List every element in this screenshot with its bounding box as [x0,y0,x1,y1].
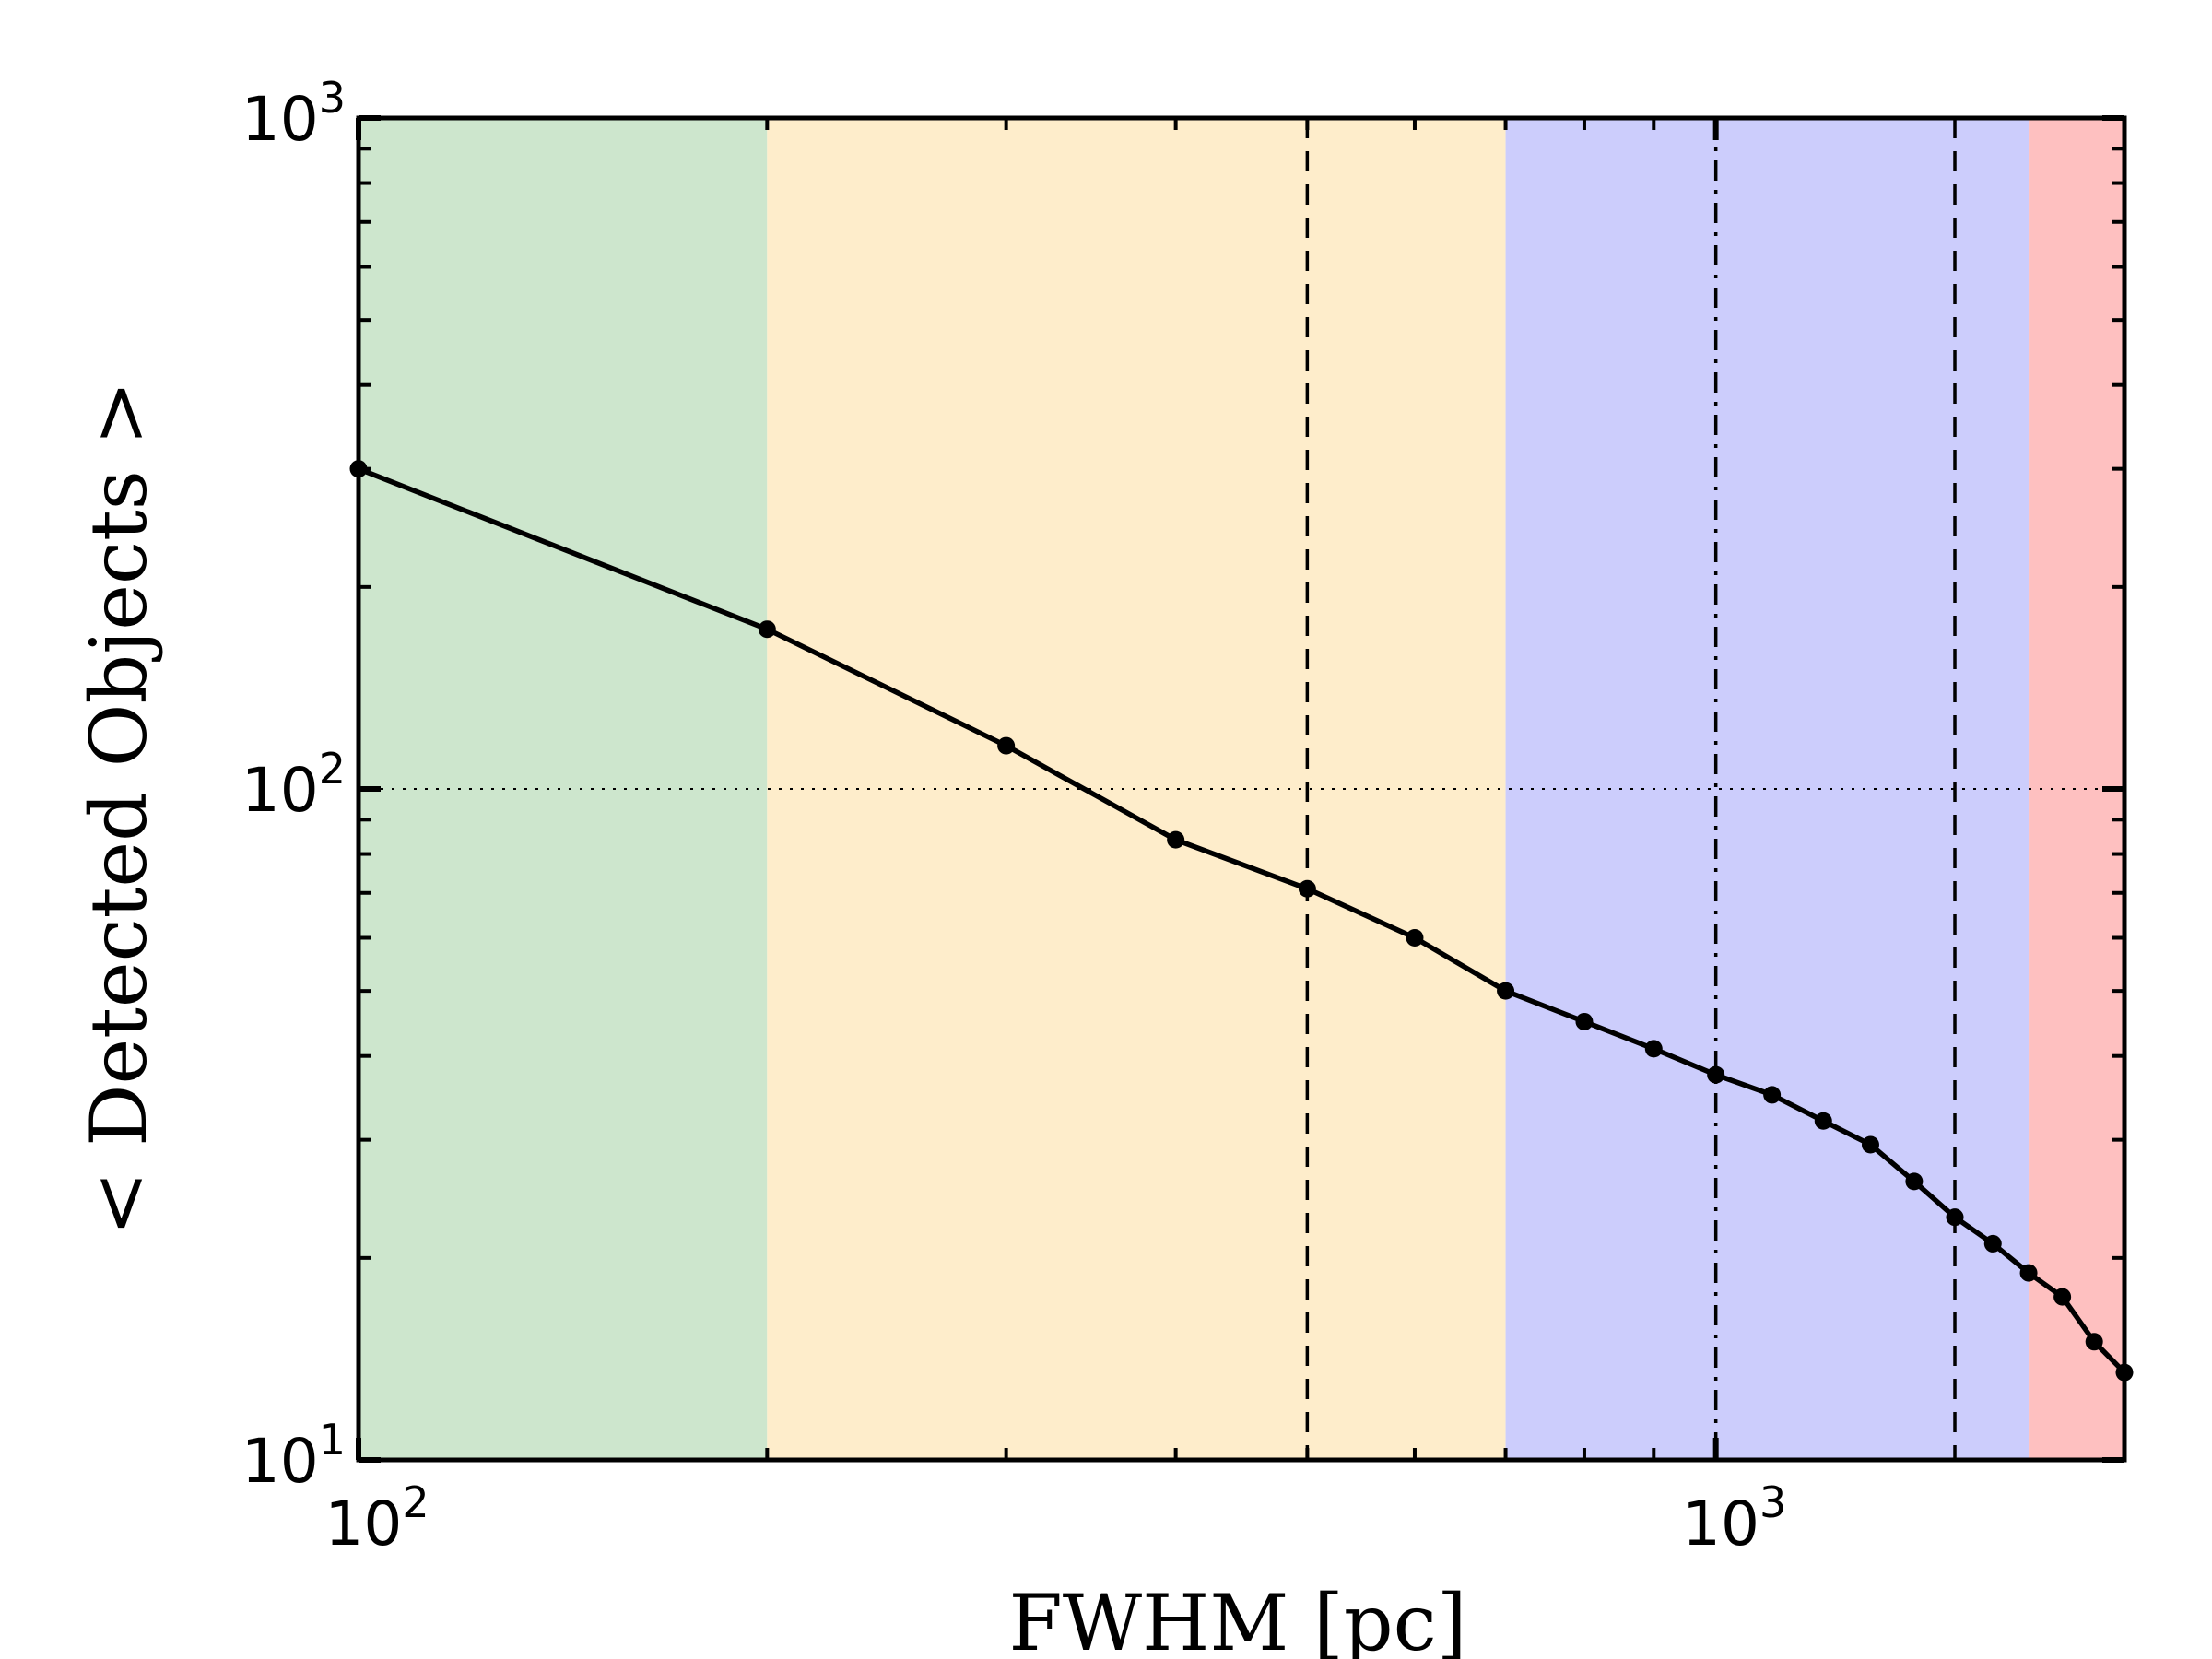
x-axis-label: FWHM [pc] [1009,1578,1467,1659]
data-point [2085,1333,2103,1351]
shaded-region-1 [359,118,768,1460]
shaded-region-3 [1505,118,2030,1460]
data-point [2053,1288,2072,1306]
y-tick-label: 102 [241,744,346,826]
data-point [1861,1135,1879,1154]
data-point [1298,879,1316,898]
data-point [758,620,776,639]
y-tick-label: 101 [241,1415,346,1497]
data-point [997,736,1016,755]
data-point [1905,1172,1924,1191]
y-axis-label: < Detected Objects > [74,381,164,1236]
shaded-region-2 [767,118,1506,1460]
x-tick-label: 102 [324,1477,429,1559]
y-tick-label: 103 [241,73,346,155]
data-point [1644,1040,1663,1058]
data-point [1406,929,1424,947]
data-point [1814,1112,1832,1130]
reference-lines [359,118,2124,1460]
data-point [1946,1208,1964,1227]
data-point [1707,1065,1725,1084]
data-series [349,460,2134,1382]
x-tick-label: 103 [1682,1477,1786,1559]
data-point [1575,1012,1594,1030]
data-point [1983,1234,2002,1253]
shaded-regions [359,118,2124,1460]
data-point [2019,1264,2038,1282]
plot-frame [356,115,2127,1463]
data-point [1763,1086,1782,1104]
data-point [1167,830,1185,849]
data-point [1497,982,1515,1000]
